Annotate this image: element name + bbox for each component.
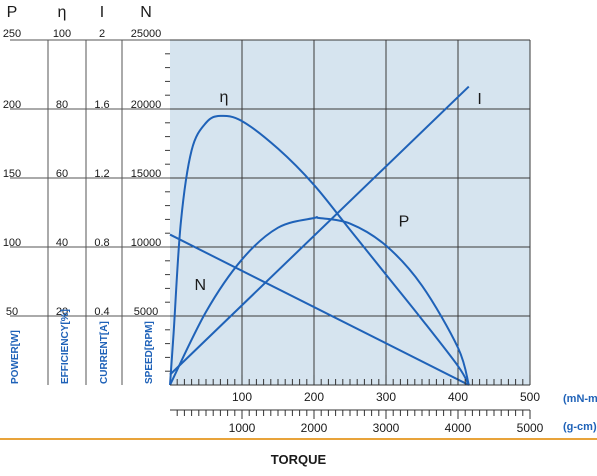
x-axis: 100 200 300 400 500 (mN-m) 1000 2000 3000 4000 500… bbox=[170, 375, 597, 435]
y-tick-label: 20 bbox=[56, 306, 68, 318]
curve-label-3: P bbox=[399, 213, 410, 230]
x-tick-label-mNm: 100 bbox=[232, 390, 252, 404]
x-tick-label-mNm: 300 bbox=[376, 390, 396, 404]
y-tick-label: 0.4 bbox=[94, 306, 109, 318]
y-tick-label: 0.8 bbox=[94, 237, 109, 249]
x-tick-label-mNm: 500 bbox=[520, 390, 540, 404]
y-tick-label: 10000 bbox=[131, 237, 162, 249]
x-tick-label-gcm: 3000 bbox=[373, 421, 400, 435]
y-tick-label: 100 bbox=[3, 237, 21, 249]
x-axis-title: TORQUE bbox=[270, 452, 327, 467]
series-line-2 bbox=[169, 85, 470, 376]
curve-label-2: I bbox=[477, 91, 481, 108]
y-tick-label: 2 bbox=[99, 28, 105, 40]
curve-labels: η I P N bbox=[194, 89, 481, 294]
series-line-4 bbox=[169, 114, 470, 386]
y-axis-labels: P 50 100 150 200 250 POWER[W] η 20 40 60 80 100 EFFIC… bbox=[3, 4, 161, 384]
x-tick-label-gcm: 2000 bbox=[301, 421, 328, 435]
x-tick-label-gcm: 5000 bbox=[517, 421, 544, 435]
y-axis-label-2: EFFICIENCY[%] bbox=[60, 309, 71, 384]
y-tick-label: 50 bbox=[6, 306, 18, 318]
y-tick-label: 100 bbox=[53, 28, 71, 40]
y-axis-symbol-1: P bbox=[7, 4, 18, 21]
x-unit-mNm: (mN-m) bbox=[563, 393, 597, 405]
y-tick-label: 15000 bbox=[131, 168, 162, 180]
series-line-3 bbox=[169, 216, 470, 386]
axis-column-lines bbox=[10, 39, 170, 385]
curve-label-4: N bbox=[194, 277, 206, 294]
grid-lines bbox=[165, 39, 531, 385]
y-axis-label-3: CURRENT[A] bbox=[99, 321, 110, 384]
x-tick-label-mNm: 200 bbox=[304, 390, 324, 404]
y-tick-label: 40 bbox=[56, 237, 68, 249]
y-tick-label: 150 bbox=[3, 168, 21, 180]
y-axis-symbol-4: N bbox=[140, 4, 152, 21]
y-tick-label: 250 bbox=[3, 28, 21, 40]
y-tick-label: 80 bbox=[56, 99, 68, 111]
y-tick-label: 5000 bbox=[134, 306, 158, 318]
curve-label-1: η bbox=[220, 89, 229, 106]
y-tick-label: 200 bbox=[3, 99, 21, 111]
series-lines bbox=[169, 85, 470, 386]
footer-rule bbox=[0, 438, 597, 440]
y-axis-symbol-3: I bbox=[100, 4, 104, 21]
x-unit-gcm: (g-cm) bbox=[563, 421, 597, 433]
x-tick-label-gcm: 4000 bbox=[445, 421, 472, 435]
y-tick-label: 20000 bbox=[131, 99, 162, 111]
x-tick-label-mNm: 400 bbox=[448, 390, 468, 404]
plot-area bbox=[170, 40, 530, 385]
y-tick-label: 60 bbox=[56, 168, 68, 180]
y-axis-symbol-2: η bbox=[58, 4, 67, 21]
y-axis-label-1: POWER[W] bbox=[10, 330, 21, 384]
y-tick-label: 1.2 bbox=[94, 168, 109, 180]
x-tick-label-gcm: 1000 bbox=[229, 421, 256, 435]
y-tick-label: 1.6 bbox=[94, 99, 109, 111]
y-tick-label: 25000 bbox=[131, 28, 162, 40]
series-line-1 bbox=[169, 233, 470, 386]
y-axis-columns bbox=[10, 39, 170, 385]
y-axis-label-4: SPEED[RPM] bbox=[144, 321, 155, 384]
